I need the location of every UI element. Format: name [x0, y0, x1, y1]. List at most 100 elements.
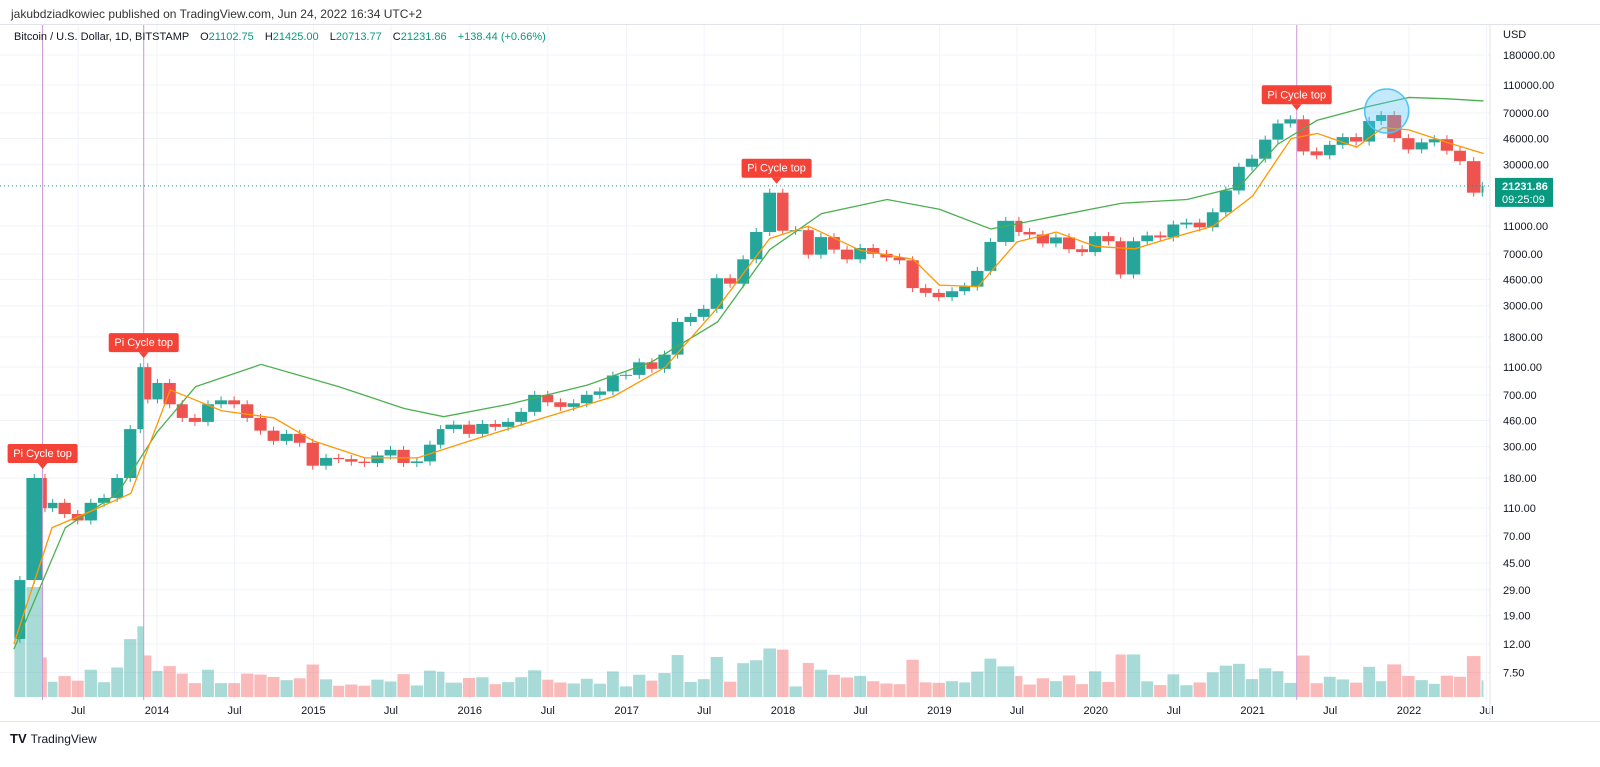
candle	[306, 442, 319, 466]
candle	[1036, 234, 1050, 244]
candle	[1402, 138, 1415, 150]
volume-bar	[1015, 676, 1023, 697]
x-tick-label: Jul	[854, 705, 868, 717]
pi-cycle-label: Pi Cycle top	[747, 163, 806, 175]
publisher-line: jakubdziadkowiec published on TradingVie…	[11, 7, 423, 21]
volume-bar	[593, 683, 606, 697]
last-price-value: 21231.86	[1502, 181, 1548, 193]
candle	[1376, 115, 1387, 121]
y-axis-unit: USD	[1503, 29, 1526, 41]
volume-bar	[554, 682, 567, 697]
y-tick-label: 7.50	[1503, 668, 1524, 680]
candle	[959, 286, 971, 292]
volume-bar	[542, 679, 554, 697]
candle	[345, 459, 358, 462]
y-tick-label: 460.00	[1503, 416, 1537, 428]
volume-bar	[1050, 681, 1062, 697]
volume-bar	[445, 682, 463, 697]
volume-bar	[163, 666, 176, 697]
volume-bar	[501, 682, 515, 697]
candle	[1336, 137, 1349, 145]
volume-bar	[997, 666, 1015, 697]
pi-cycle-label-pointer	[37, 463, 48, 469]
volume-bar	[333, 685, 345, 697]
candle	[280, 433, 293, 441]
candle	[384, 449, 397, 456]
candle	[214, 400, 228, 405]
volume-bar	[1323, 676, 1336, 697]
volume-bar	[345, 684, 358, 697]
close-value: 21231.86	[400, 31, 447, 43]
candle	[777, 192, 789, 231]
candle	[254, 417, 267, 431]
candle	[854, 247, 867, 260]
volume-bar	[228, 683, 241, 697]
volume-bar	[152, 670, 163, 697]
y-tick-label: 30000.00	[1503, 160, 1549, 172]
candle	[1440, 139, 1454, 151]
candle	[1076, 249, 1089, 253]
volume-bar	[71, 680, 84, 697]
x-tick-label: 2014	[145, 705, 169, 717]
volume-bar	[697, 679, 710, 697]
volume-bar	[280, 680, 293, 697]
volume-bar	[789, 686, 802, 697]
x-tick-label: 2019	[927, 705, 951, 717]
volume-bar	[1036, 678, 1050, 697]
candle	[14, 580, 26, 639]
y-tick-label: 700.00	[1503, 390, 1537, 402]
volume-bar	[906, 659, 919, 697]
y-tick-label: 70.00	[1503, 531, 1531, 543]
volume-bar	[1232, 663, 1245, 697]
x-tick-label: 2020	[1084, 705, 1108, 717]
candle	[542, 394, 554, 403]
volume-bar	[646, 680, 658, 697]
candle	[1219, 190, 1232, 213]
volume-bar	[124, 639, 137, 697]
candle	[1272, 123, 1284, 140]
candle	[1050, 237, 1062, 244]
close-label: C	[392, 31, 401, 43]
candle	[26, 478, 43, 581]
candle	[202, 404, 214, 422]
volume-bar	[384, 681, 397, 697]
candle	[436, 429, 445, 445]
candle	[1428, 139, 1440, 143]
symbol-name: Bitcoin / U.S. Dollar, 1D, BITSTAMP	[14, 31, 190, 43]
candle	[47, 502, 58, 509]
candle	[1180, 222, 1193, 225]
x-tick-label: Jul	[1323, 705, 1337, 717]
candle	[997, 220, 1015, 242]
candle	[1466, 161, 1481, 193]
volume-bar	[919, 682, 932, 697]
candle	[1062, 237, 1076, 250]
y-tick-label: 180.00	[1503, 473, 1537, 485]
tradingview-logo[interactable]: TV TradingView	[10, 731, 97, 746]
volume-bar	[932, 682, 945, 697]
candle	[241, 404, 254, 418]
candle	[293, 433, 306, 443]
y-tick-label: 110000.00	[1503, 80, 1554, 92]
candle	[176, 404, 188, 418]
change-value: +138.44 (+0.66%)	[457, 31, 546, 43]
candle	[333, 457, 345, 460]
x-tick-label: 2016	[458, 705, 482, 717]
candle	[1310, 151, 1323, 156]
volume-bar	[750, 660, 763, 697]
candle	[267, 430, 280, 441]
candle	[1115, 241, 1126, 275]
tv-logo-icon: TV	[10, 731, 27, 746]
candle	[1323, 144, 1336, 156]
ma-short-line	[13, 126, 1484, 645]
candle	[1141, 235, 1154, 242]
volume-bar	[176, 673, 188, 697]
volume-bar	[1481, 680, 1484, 697]
volume-bar	[1363, 666, 1376, 697]
volume-bar	[828, 674, 840, 697]
candle	[152, 382, 163, 400]
volume-bar	[1076, 684, 1089, 697]
pi-cycle-label: Pi Cycle top	[13, 448, 72, 460]
volume-bar	[814, 669, 828, 697]
volume-bar	[436, 671, 445, 697]
